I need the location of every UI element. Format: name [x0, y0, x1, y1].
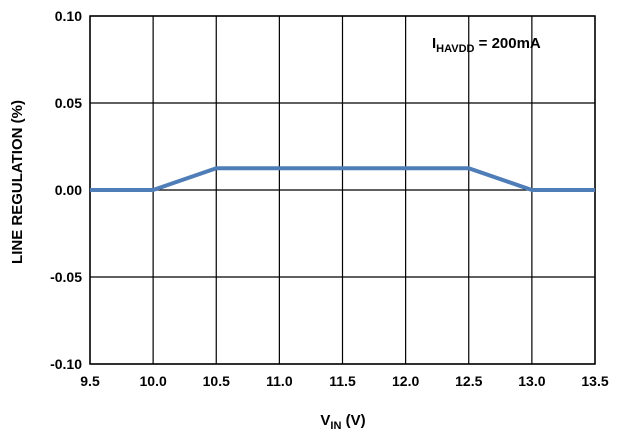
series-line	[90, 166, 595, 192]
grid	[89, 15, 596, 365]
y-tick-label: -0.10	[50, 356, 82, 372]
x-tick-label: 9.5	[80, 373, 100, 389]
y-tick-label: -0.05	[50, 269, 82, 285]
x-tick-label: 12.0	[392, 373, 419, 389]
y-tick-label: 0.05	[55, 95, 82, 111]
x-axis-title-subscript: IN	[330, 420, 341, 432]
annotation-rest: = 200mA	[474, 35, 540, 52]
x-axis-title: VIN (V)	[320, 412, 365, 432]
y-tick-label: 0.10	[55, 8, 82, 24]
condition-annotation: IHAVDD = 200mA	[432, 35, 541, 55]
x-tick-label: 10.5	[203, 373, 230, 389]
x-axis-title-main: V	[320, 412, 330, 429]
annotation-subscript: HAVDD	[436, 43, 474, 55]
x-axis-title-unit: (V)	[341, 412, 365, 429]
y-tick-label: 0.00	[55, 182, 82, 198]
y-tick-labels: 0.10 0.05 0.00 -0.05 -0.10	[50, 8, 82, 372]
x-tick-label: 11.0	[266, 373, 293, 389]
annotation-main: I	[432, 35, 436, 52]
x-tick-label: 11.5	[329, 373, 356, 389]
x-tick-label: 10.0	[140, 373, 167, 389]
x-tick-label: 13.0	[518, 373, 545, 389]
y-axis-title: LINE REGULATION (%)	[9, 100, 26, 264]
x-tick-label: 12.5	[455, 373, 482, 389]
x-tick-labels: 9.5 10.0 10.5 11.0 11.5 12.0 12.5 13.0 13.5	[80, 373, 609, 389]
series-layer	[90, 166, 595, 192]
x-tick-label: 13.5	[581, 373, 608, 389]
